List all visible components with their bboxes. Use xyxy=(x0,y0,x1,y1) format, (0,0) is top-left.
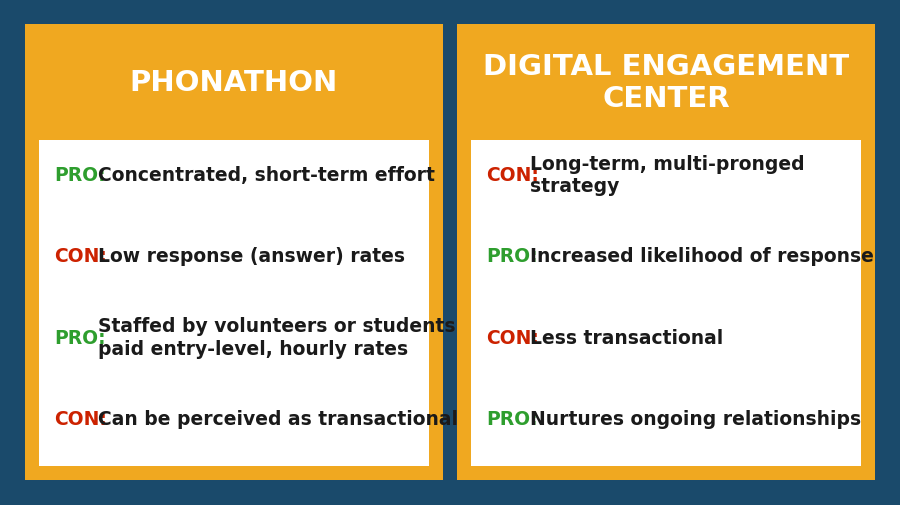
Text: Increased likelihood of response: Increased likelihood of response xyxy=(530,247,874,266)
Text: CON:: CON: xyxy=(54,247,107,266)
Text: Long-term, multi-pronged
strategy: Long-term, multi-pronged strategy xyxy=(530,155,805,196)
Text: PRO:: PRO: xyxy=(54,166,105,185)
Text: Less transactional: Less transactional xyxy=(530,328,723,347)
Text: Can be perceived as transactional: Can be perceived as transactional xyxy=(98,410,458,428)
Text: PRO:: PRO: xyxy=(54,328,105,347)
Text: CON:: CON: xyxy=(486,166,539,185)
Text: Concentrated, short-term effort: Concentrated, short-term effort xyxy=(98,166,435,185)
Text: PRO:: PRO: xyxy=(486,410,537,428)
Text: CON:: CON: xyxy=(54,410,107,428)
Text: Staffed by volunteers or students
paid entry-level, hourly rates: Staffed by volunteers or students paid e… xyxy=(98,317,455,359)
FancyBboxPatch shape xyxy=(25,25,443,480)
Text: PRO:: PRO: xyxy=(486,247,537,266)
FancyBboxPatch shape xyxy=(471,141,861,466)
FancyBboxPatch shape xyxy=(457,25,875,480)
Text: PHONATHON: PHONATHON xyxy=(130,69,338,97)
FancyBboxPatch shape xyxy=(39,141,429,466)
Text: Nurtures ongoing relationships: Nurtures ongoing relationships xyxy=(530,410,861,428)
Text: Low response (answer) rates: Low response (answer) rates xyxy=(98,247,405,266)
Text: CON:: CON: xyxy=(486,328,539,347)
Text: DIGITAL ENGAGEMENT
CENTER: DIGITAL ENGAGEMENT CENTER xyxy=(483,54,849,113)
